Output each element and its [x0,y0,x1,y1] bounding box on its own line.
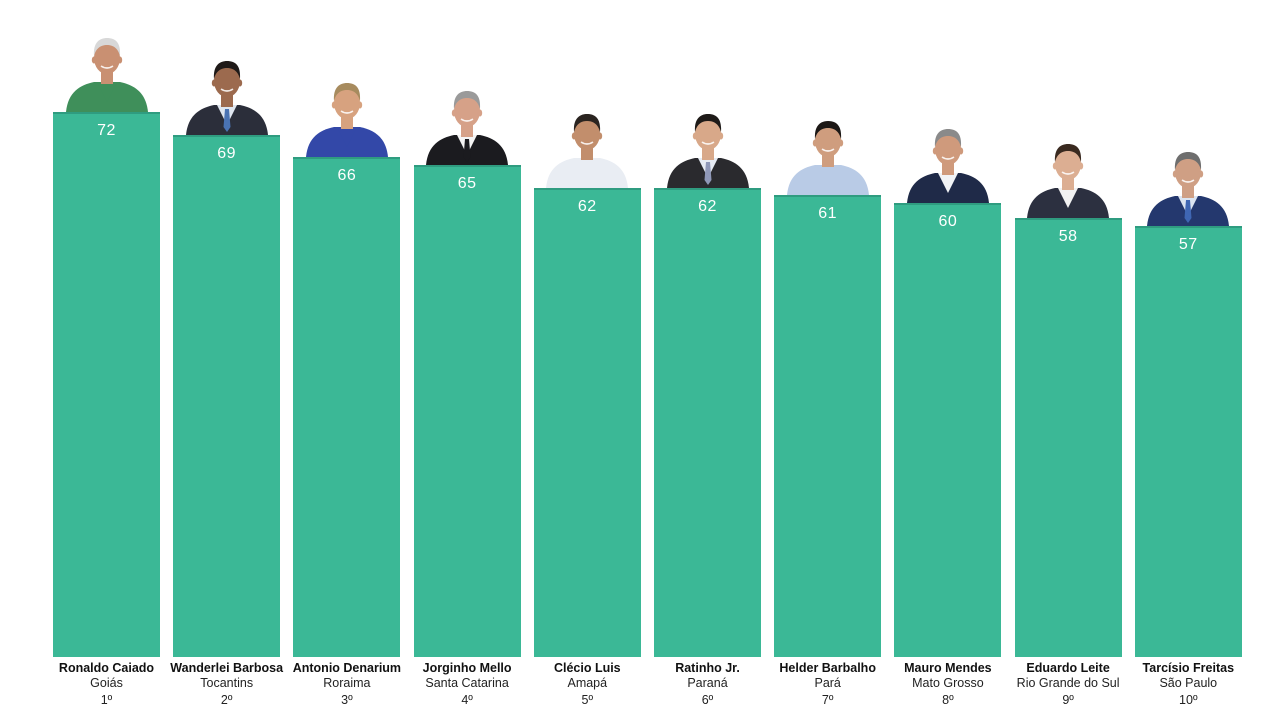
bar-8: 60 [894,202,1002,657]
governor-name: Wanderlei Barbosa [170,661,284,675]
rank-label: 4º [461,693,473,707]
state-name: Tocantins [200,676,254,690]
rank-label: 9º [1062,693,1074,707]
rank-label: 8º [942,693,954,707]
state-name: Santa Catarina [425,676,509,690]
rank-label: 6º [701,693,714,707]
governor-name: Clécio Luis [553,661,621,675]
bar-value-label: 62 [577,197,597,215]
governor-portrait-icon [304,75,390,158]
category-label: Mauro Mendes Mato Grosso 8º [873,661,1023,708]
governor-portrait-icon [785,113,871,196]
governor-portrait-icon [905,121,991,203]
bar-value-label: 66 [337,167,357,185]
category-label: Helder Barbalho Pará 7º [753,661,903,708]
governor-portrait-icon [1025,136,1111,218]
category-label: Wanderlei Barbosa Tocantins 2º [152,661,302,708]
bar-value-label: 65 [457,174,477,192]
category-label: Tarcísio Freitas São Paulo 10º [1113,661,1263,708]
governor-name: Tarcísio Freitas [1142,661,1235,675]
bar-value-label: 57 [1178,235,1198,253]
bar-2: 69 [173,134,281,657]
rank-label: 5º [581,693,594,707]
state-name: Rio Grande do Sul [1016,676,1120,690]
state-name: Paraná [687,676,728,690]
rank-label: 1º [100,693,113,707]
rank-label: 10º [1179,693,1198,707]
category-label: Ratinho Jr. Paraná 6º [633,661,783,708]
bar-value-label: 58 [1058,227,1078,245]
bar-10: 57 [1134,225,1242,657]
state-name: Pará [814,676,841,690]
state-name: São Paulo [1159,676,1218,690]
governor-portrait-icon [1145,144,1231,226]
category-label: Eduardo Leite Rio Grande do Sul 9º [993,661,1143,708]
bar-5: 62 [533,187,641,657]
governor-name: Helder Barbalho [779,661,876,675]
governor-portrait-icon [184,53,270,135]
governor-portrait-icon [544,106,630,188]
bar-6: 62 [654,187,761,657]
bar-3: 66 [293,157,401,657]
bar-1: 72 [53,112,160,657]
governor-portrait-icon [424,83,510,165]
category-label: Jorginho Mello Santa Catarina 4º [392,661,542,708]
rank-label: 3º [341,693,353,707]
category-label: Clécio Luis Amapá 5º [512,661,662,708]
rank-label: 2º [220,693,233,707]
governor-name: Ronaldo Caiado [58,661,155,675]
governor-name: Antonio Denarium [292,661,402,675]
bar-value-label: 60 [938,212,958,230]
governor-name: Ratinho Jr. [675,661,740,675]
category-label: Ronaldo Caiado Goiás 1º [32,661,182,708]
bar-7: 61 [774,195,882,657]
governor-name: Jorginho Mello [422,661,512,675]
bar-9: 58 [1014,217,1122,657]
bar-value-label: 61 [818,205,838,223]
state-name: Mato Grosso [912,676,984,690]
governor-name: Mauro Mendes [904,661,992,675]
bar-value-label: 72 [97,122,116,139]
governor-name: Eduardo Leite [1026,661,1110,675]
state-name: Roraima [323,676,371,690]
bar-4: 65 [413,164,521,657]
category-label: Antonio Denarium Roraima 3º [272,661,422,708]
bar-value-label: 62 [698,197,717,215]
governor-portrait-icon [665,106,751,188]
bar-value-label: 69 [217,144,237,162]
rank-label: 7º [821,693,834,707]
state-name: Amapá [567,676,608,690]
state-name: Goiás [90,676,123,690]
governor-portrait-icon [64,30,150,112]
